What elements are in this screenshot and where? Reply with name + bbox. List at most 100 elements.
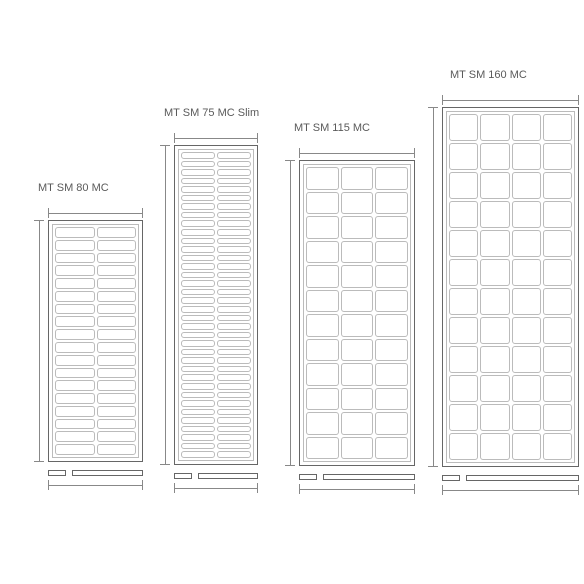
solar-cell xyxy=(181,434,215,441)
cell-grid xyxy=(303,164,411,462)
solar-cell xyxy=(181,340,215,347)
solar-cell xyxy=(55,406,95,417)
diagram-stage: MT SM 80 MC MT SM 75 MC Slim xyxy=(0,0,584,584)
solar-cell xyxy=(181,349,215,356)
solar-cell xyxy=(512,433,541,460)
solar-cell xyxy=(181,238,215,245)
solar-cell xyxy=(181,203,215,210)
solar-cell xyxy=(181,426,215,433)
solar-cell xyxy=(306,339,339,362)
side-view-box xyxy=(48,470,66,476)
solar-cell xyxy=(217,332,251,339)
panel-frame xyxy=(48,220,143,462)
panel-group-3 xyxy=(285,136,415,500)
solar-cell xyxy=(97,240,137,251)
panel-frame xyxy=(174,145,258,465)
solar-cell xyxy=(97,444,137,455)
bottom-dimension xyxy=(299,484,415,494)
solar-cell xyxy=(181,263,215,270)
solar-cell xyxy=(97,278,137,289)
left-dimension xyxy=(428,107,438,467)
solar-cell xyxy=(55,444,95,455)
solar-cell xyxy=(449,201,478,228)
solar-cell xyxy=(181,323,215,330)
solar-cell xyxy=(181,289,215,296)
solar-cell xyxy=(543,404,572,431)
solar-cell xyxy=(543,288,572,315)
solar-cell xyxy=(181,400,215,407)
side-view-bar xyxy=(323,474,415,480)
solar-cell xyxy=(341,363,374,386)
solar-cell xyxy=(181,409,215,416)
solar-cell xyxy=(217,161,251,168)
solar-cell xyxy=(480,230,509,257)
solar-cell xyxy=(55,380,95,391)
solar-cell xyxy=(181,392,215,399)
solar-cell xyxy=(181,443,215,450)
solar-cell xyxy=(375,388,408,411)
solar-cell xyxy=(217,152,251,159)
solar-cell xyxy=(97,342,137,353)
side-view-bar xyxy=(466,475,579,481)
solar-cell xyxy=(543,433,572,460)
solar-cell xyxy=(480,433,509,460)
solar-cell xyxy=(217,340,251,347)
solar-cell xyxy=(449,172,478,199)
solar-cell xyxy=(375,437,408,460)
solar-cell xyxy=(217,246,251,253)
solar-cell xyxy=(512,375,541,402)
solar-cell xyxy=(97,316,137,327)
solar-cell xyxy=(306,167,339,190)
solar-cell xyxy=(306,363,339,386)
solar-cell xyxy=(217,374,251,381)
solar-cell xyxy=(181,220,215,227)
solar-cell xyxy=(480,114,509,141)
solar-cell xyxy=(375,363,408,386)
solar-cell xyxy=(97,253,137,264)
solar-cell xyxy=(306,265,339,288)
solar-cell xyxy=(181,195,215,202)
solar-cell xyxy=(375,314,408,337)
solar-cell xyxy=(55,240,95,251)
cell-grid xyxy=(446,111,575,463)
panel-label: MT SM 115 MC xyxy=(294,122,370,134)
solar-cell xyxy=(375,241,408,264)
panel-group-4 xyxy=(428,83,579,501)
panel-group-2 xyxy=(160,121,258,499)
solar-cell xyxy=(181,383,215,390)
solar-cell xyxy=(181,186,215,193)
top-dimension xyxy=(48,208,143,218)
solar-cell xyxy=(55,304,95,315)
solar-cell xyxy=(217,417,251,424)
solar-cell xyxy=(97,406,137,417)
solar-cell xyxy=(449,375,478,402)
solar-cell xyxy=(55,431,95,442)
solar-cell xyxy=(375,290,408,313)
solar-cell xyxy=(55,342,95,353)
solar-cell xyxy=(181,246,215,253)
solar-cell xyxy=(181,229,215,236)
solar-cell xyxy=(480,172,509,199)
solar-cell xyxy=(217,169,251,176)
solar-cell xyxy=(55,278,95,289)
panel-group-1 xyxy=(34,196,143,496)
solar-cell xyxy=(306,290,339,313)
solar-cell xyxy=(217,297,251,304)
solar-cell xyxy=(217,229,251,236)
solar-cell xyxy=(217,383,251,390)
solar-cell xyxy=(181,152,215,159)
solar-cell xyxy=(480,143,509,170)
solar-cell xyxy=(181,451,215,458)
solar-cell xyxy=(306,412,339,435)
solar-cell xyxy=(217,203,251,210)
solar-cell xyxy=(449,230,478,257)
solar-cell xyxy=(375,216,408,239)
solar-cell xyxy=(181,169,215,176)
solar-cell xyxy=(181,315,215,322)
solar-cell xyxy=(306,241,339,264)
solar-cell xyxy=(341,437,374,460)
solar-cell xyxy=(55,253,95,264)
solar-cell xyxy=(97,265,137,276)
solar-cell xyxy=(306,437,339,460)
solar-cell xyxy=(181,297,215,304)
